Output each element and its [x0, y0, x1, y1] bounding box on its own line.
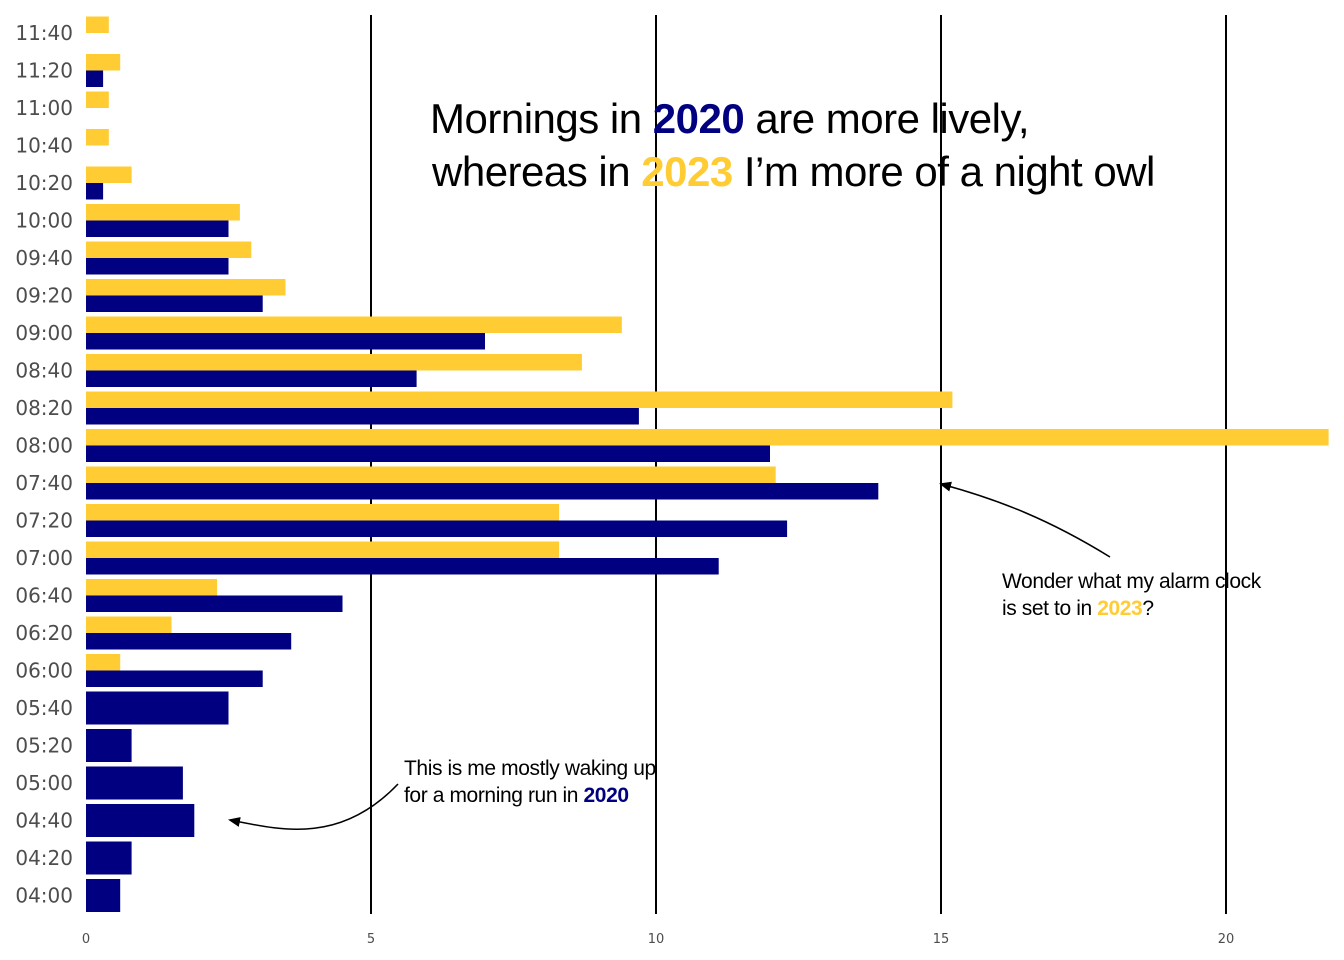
y-tick-label: 11:00 [15, 96, 73, 120]
bars [86, 16, 1329, 912]
x-axis-ticks: 0 5 10 15 20 [82, 932, 1234, 947]
bar-2023-08:00 [86, 429, 1329, 446]
bar-2023-07:20 [86, 504, 560, 521]
y-tick-label: 06:00 [15, 659, 73, 683]
y-tick-label: 11:20 [15, 59, 73, 83]
bar-2020-10:00 [86, 220, 229, 237]
x-tick-label: 10 [648, 932, 665, 947]
bar-2023-10:40 [86, 129, 109, 146]
bar-2020-07:20 [86, 520, 788, 537]
bar-2023-11:20 [86, 54, 121, 71]
y-tick-label: 08:40 [15, 359, 73, 383]
x-tick-label: 5 [367, 932, 375, 947]
arrow-alarm-clock [939, 481, 1111, 558]
y-tick-label: 06:40 [15, 584, 73, 608]
bar-2023-07:40 [86, 466, 776, 483]
bar-2023-10:00 [86, 204, 240, 221]
bar-2020-06:40 [86, 595, 343, 612]
chart-title-line-2: whereas in 2023 I’m more of a night owl [432, 151, 1155, 193]
bar-2023-10:20 [86, 166, 132, 183]
bar-2020-09:00 [86, 333, 485, 350]
annotation-morning-run: This is me mostly waking up for a mornin… [404, 755, 656, 809]
annotation-text: ? [1142, 597, 1154, 620]
y-tick-label: 04:00 [15, 884, 73, 908]
bar-2020-08:40 [86, 370, 417, 387]
y-tick-label: 07:20 [15, 509, 73, 533]
annotation-text: Wonder what my alarm clock [1002, 570, 1261, 593]
annotation-text: This is me mostly waking up [404, 757, 656, 780]
y-tick-label: 11:40 [15, 21, 73, 45]
title-year-2023: 2023 [641, 148, 733, 195]
y-tick-label: 07:40 [15, 471, 73, 495]
x-tick-label: 0 [82, 932, 90, 947]
annotation-text: is set to in [1002, 597, 1098, 620]
title-text: I’m more of a night owl [743, 148, 1156, 195]
y-tick-label: 06:20 [15, 621, 73, 645]
bar-2023-07:00 [86, 541, 560, 558]
y-tick-label: 10:20 [15, 171, 73, 195]
y-tick-label: 04:20 [15, 846, 73, 870]
bar-2020-05:40 [86, 691, 229, 725]
bar-2020-05:20 [86, 729, 132, 762]
bar-2020-09:40 [86, 258, 229, 275]
bar-2023-06:20 [86, 616, 172, 633]
y-tick-label: 09:00 [15, 321, 73, 345]
bar-2020-10:20 [86, 183, 104, 200]
bar-2020-07:00 [86, 558, 719, 575]
bar-2020-04:00 [86, 879, 121, 912]
y-tick-label: 10:40 [15, 134, 73, 158]
y-tick-label: 05:40 [15, 696, 73, 720]
y-axis-ticks: 04:00 04:20 04:40 05:00 05:20 05:40 06:00 06:20… [15, 21, 73, 908]
bar-2020-06:20 [86, 633, 292, 650]
annotation-year-2020: 2020 [583, 784, 630, 807]
bar-2023-08:40 [86, 354, 582, 371]
bar-2023-11:40 [86, 16, 109, 33]
bar-2020-08:20 [86, 408, 639, 425]
y-tick-label: 09:40 [15, 246, 73, 270]
y-tick-label: 04:40 [15, 809, 73, 833]
title-text: are more lively, [744, 95, 1030, 142]
bar-2023-06:40 [86, 579, 218, 596]
title-text: whereas in [432, 148, 642, 195]
bar-2023-06:00 [86, 654, 121, 671]
y-tick-label: 08:20 [15, 396, 73, 420]
gridlines [370, 15, 1227, 914]
chart-title-line-1: Mornings in 2020 are more lively, [430, 95, 1030, 142]
annotation-text: for a morning run in [404, 784, 584, 807]
y-tick-label: 07:00 [15, 546, 73, 570]
x-tick-label: 15 [933, 932, 950, 947]
bar-2020-09:20 [86, 295, 263, 312]
bar-2023-09:00 [86, 316, 622, 333]
y-tick-label: 10:00 [15, 209, 73, 233]
bar-2023-11:00 [86, 91, 109, 108]
bar-2020-06:00 [86, 670, 263, 687]
annotation-year-2023: 2023 [1097, 597, 1143, 620]
bar-2020-11:20 [86, 70, 104, 87]
bar-2020-05:00 [86, 766, 183, 800]
annotation-alarm-clock: Wonder what my alarm clock is set to in … [1002, 568, 1261, 622]
y-tick-label: 05:00 [15, 771, 73, 795]
y-tick-label: 09:20 [15, 284, 73, 308]
y-tick-label: 08:00 [15, 434, 73, 458]
bar-2020-04:40 [86, 804, 195, 837]
bar-2020-07:40 [86, 483, 879, 500]
bar-2020-04:20 [86, 841, 132, 875]
arrow-morning-run [228, 783, 399, 830]
bar-2023-09:20 [86, 279, 286, 296]
x-tick-label: 20 [1218, 932, 1235, 947]
title-year-2020: 2020 [652, 95, 745, 142]
title-text: Mornings in [430, 95, 653, 142]
bar-2023-08:20 [86, 391, 953, 408]
bar-2023-09:40 [86, 241, 252, 258]
bar-2020-08:00 [86, 445, 770, 462]
y-tick-label: 05:20 [15, 734, 73, 758]
annotation-arrows [228, 481, 1111, 830]
